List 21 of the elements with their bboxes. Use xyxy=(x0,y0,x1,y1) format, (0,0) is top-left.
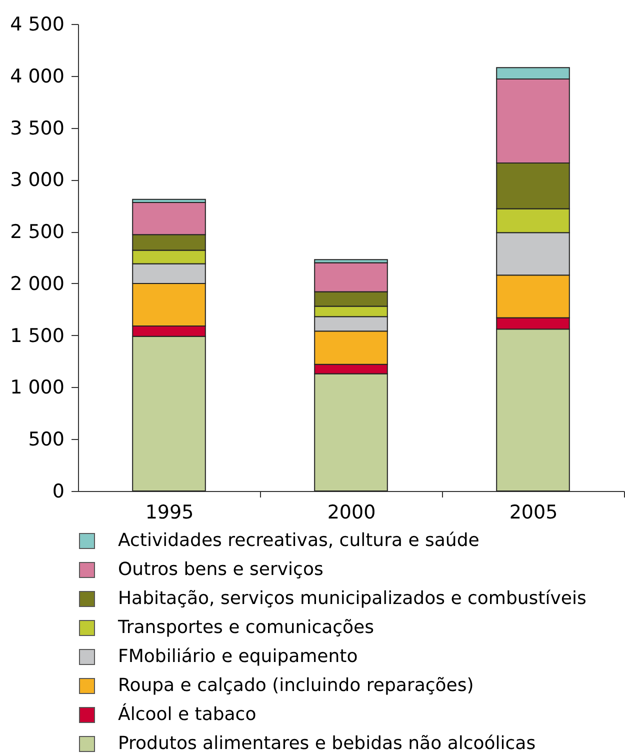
legend-label: Transportes e comunicações xyxy=(117,617,374,638)
y-tick-label: 3 000 xyxy=(10,169,64,192)
y-tick-label: 1 500 xyxy=(10,324,64,347)
legend-label: Outros bens e serviços xyxy=(118,559,324,580)
legend-label: Álcool e tabaco xyxy=(118,703,256,725)
y-tick-label: 2 000 xyxy=(10,272,64,295)
x-tick-label: 2005 xyxy=(509,502,558,524)
y-tick-label: 4 000 xyxy=(10,65,64,88)
legend-label: Actividades recreativas, cultura e saúde xyxy=(118,530,480,551)
y-tick-label: 4 500 xyxy=(10,14,64,36)
y-tick-label: 0 xyxy=(52,480,64,502)
legend-label: Habitação, serviços municipalizados e combustíveis xyxy=(118,588,586,609)
x-tick-label: 2000 xyxy=(327,502,376,524)
y-tick-label: 2 500 xyxy=(10,221,64,244)
y-tick-label: 3 500 xyxy=(10,117,64,140)
y-tick-label: 500 xyxy=(28,428,64,451)
legend-label: Roupa e calçado (incluindo reparações) xyxy=(118,675,474,696)
legend-label: Produtos alimentares e bebidas não alcoólicas xyxy=(118,733,536,754)
y-tick-label: 1 000 xyxy=(10,376,64,399)
x-tick-label: 1995 xyxy=(145,502,194,524)
legend-label: FMobiliário e equipamento xyxy=(118,646,358,667)
